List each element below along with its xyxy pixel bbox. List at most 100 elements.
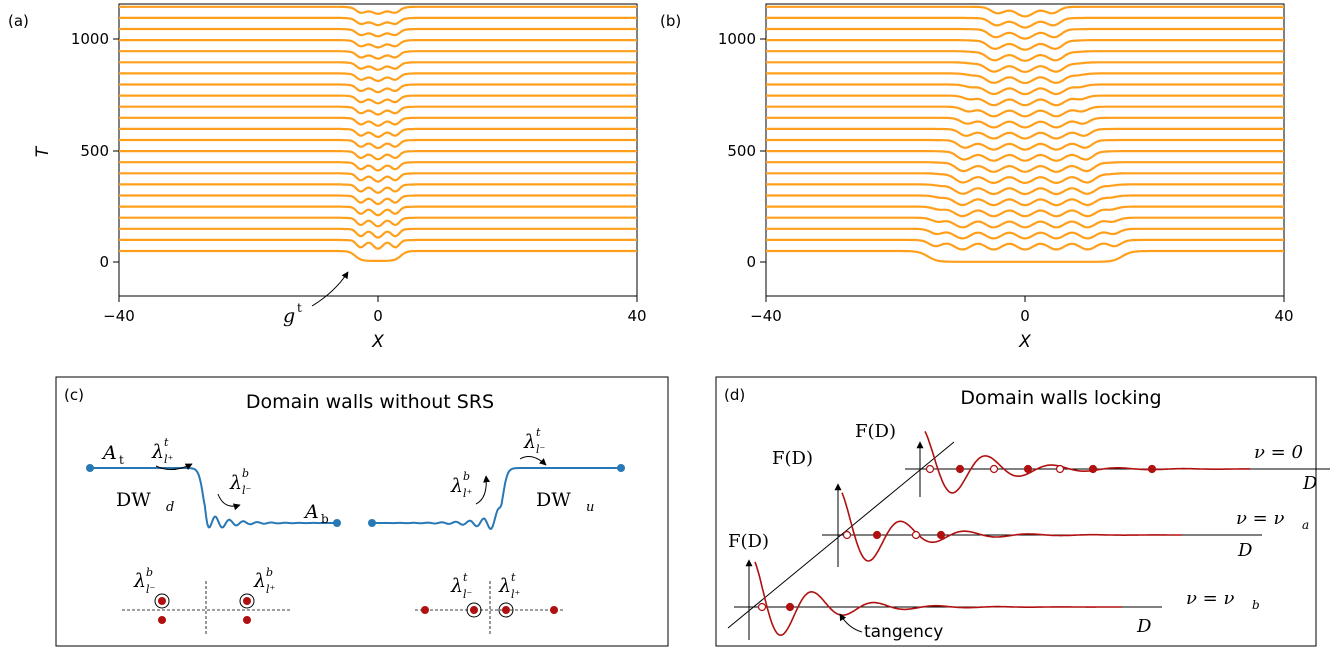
svg-text:A: A	[101, 442, 117, 464]
panel-d-title: Domain walls locking	[960, 387, 1161, 409]
unstable-point	[842, 530, 852, 540]
trace-line	[119, 61, 637, 71]
svg-text:D: D	[1237, 540, 1253, 561]
trace-line	[766, 183, 1284, 196]
svg-text:ν = ν: ν = ν	[1236, 508, 1284, 529]
svg-text:λ: λ	[253, 570, 266, 592]
trace-line	[119, 94, 637, 105]
svg-text:λ: λ	[450, 575, 463, 597]
trace-line	[766, 194, 1284, 207]
panel-b-x-axis: −40 0 40 X	[750, 296, 1294, 352]
trace-line	[119, 127, 637, 139]
stable-point	[955, 464, 965, 474]
svg-text:u: u	[586, 500, 594, 515]
svg-text:b: b	[146, 566, 153, 579]
y-tick-1000: 1000	[718, 30, 756, 48]
stable-point	[872, 530, 882, 540]
svg-text:ν = ν: ν = ν	[1186, 588, 1234, 609]
curve-nu-0: F(D) D ν = 0	[855, 421, 1330, 497]
trace-line	[766, 205, 1284, 218]
unstable-point	[1055, 464, 1065, 474]
x-tick-0: 0	[1020, 307, 1030, 325]
spectrum-right: λ t l⁻ λ t l⁺	[415, 571, 565, 634]
svg-text:t: t	[119, 453, 124, 467]
x-axis-label: X	[371, 332, 384, 352]
panel-a-traces	[119, 5, 637, 262]
trace-line	[766, 249, 1284, 263]
panel-c-label: (c)	[64, 386, 84, 404]
trace-line	[119, 72, 637, 83]
svg-text:l⁻: l⁻	[463, 588, 473, 601]
trace-line	[119, 238, 637, 250]
curve-nu-a: F(D) D ν = ν a	[772, 448, 1309, 567]
svg-text:b: b	[266, 566, 273, 579]
dw-d-profile	[90, 467, 337, 529]
A-t-label: A t	[101, 442, 124, 467]
panel-b: (b) 1000 500 0 −40 0 40 X	[660, 3, 1294, 352]
trace-line	[766, 72, 1284, 85]
panel-c: (c) Domain walls without SRS A t A b DW …	[55, 376, 669, 647]
trace-line	[766, 172, 1284, 185]
trace-line	[119, 16, 637, 27]
trace-line	[766, 116, 1284, 129]
x-tick-40: 40	[627, 307, 646, 325]
svg-text:d: d	[166, 500, 174, 515]
panel-d-frame	[715, 376, 1317, 647]
svg-text:l⁻: l⁻	[536, 443, 546, 456]
panel-c-frame	[55, 376, 669, 647]
trace-line	[119, 39, 637, 49]
svg-text:l⁺: l⁺	[164, 453, 174, 466]
trace-line	[119, 161, 637, 172]
panel-a-x-axis: −40 0 40 X	[103, 296, 647, 352]
dw-u-left-endpoint	[368, 519, 376, 527]
trace-line	[766, 61, 1284, 74]
trace-line	[766, 127, 1284, 140]
svg-text:λ: λ	[151, 441, 164, 463]
unstable-point	[757, 602, 767, 612]
stable-point	[936, 530, 946, 540]
stable-point	[1147, 464, 1157, 474]
trace-line	[766, 94, 1284, 107]
svg-text:a: a	[1302, 518, 1309, 532]
svg-text:DW: DW	[116, 489, 151, 511]
stable-point	[1023, 464, 1033, 474]
svg-text:λ: λ	[498, 575, 511, 597]
panel-a-label: (a)	[8, 12, 29, 30]
trace-line	[119, 205, 637, 217]
panel-b-traces	[766, 5, 1284, 263]
x-tick-neg40: −40	[750, 307, 782, 325]
svg-text:λ: λ	[450, 475, 463, 497]
lambda-t-lplus-top: λ t l⁺	[151, 436, 193, 470]
panel-a: (a) 1000 500 0 T −40 0 40 X g t	[8, 3, 647, 352]
svg-text:l⁺: l⁺	[266, 583, 276, 596]
x-tick-0: 0	[373, 307, 383, 325]
trace-line	[766, 105, 1284, 118]
dw-u-label: DW u	[536, 489, 594, 515]
y-tick-500: 500	[80, 142, 109, 160]
x-axis-label: X	[1018, 332, 1031, 352]
y-tick-500: 500	[727, 142, 756, 160]
svg-text:l⁻: l⁻	[146, 583, 156, 596]
x-tick-neg40: −40	[103, 307, 135, 325]
trace-line	[119, 27, 637, 38]
tangency-annotation: tangency	[839, 613, 943, 642]
svg-text:b: b	[321, 512, 329, 526]
trace-line	[119, 172, 637, 183]
trace-line	[766, 16, 1284, 29]
y-tick-0: 0	[746, 253, 756, 271]
y-tick-1000: 1000	[71, 30, 109, 48]
svg-text:l⁺: l⁺	[463, 487, 473, 500]
trace-line	[119, 50, 637, 60]
g-label: g	[283, 305, 295, 327]
svg-text:λ: λ	[229, 472, 242, 494]
g-sup: t	[297, 301, 302, 315]
svg-text:λ: λ	[523, 431, 536, 453]
stable-point	[1088, 464, 1098, 474]
svg-text:b: b	[1252, 598, 1260, 612]
trace-line	[119, 5, 637, 16]
dw-d-label: DW d	[116, 489, 174, 515]
g-t-annotation: g t	[283, 271, 349, 327]
curve-nu-b: F(D) D ν = ν b	[728, 531, 1260, 640]
trace-line	[119, 150, 637, 161]
